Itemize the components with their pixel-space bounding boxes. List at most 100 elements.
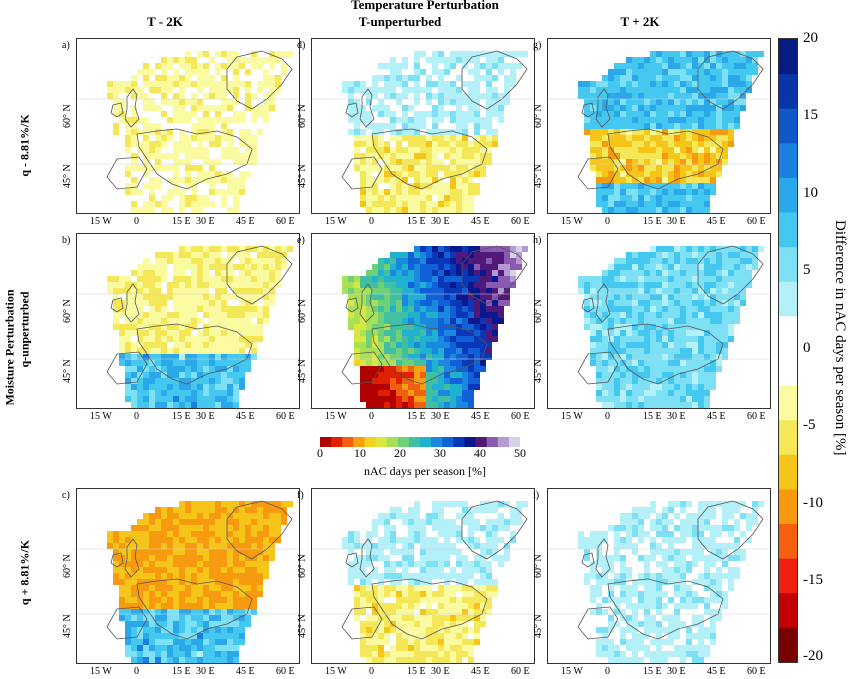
map-cell — [390, 318, 396, 324]
map-cell — [354, 117, 360, 123]
map-cell — [251, 99, 257, 105]
map-cell — [620, 408, 626, 409]
map-cell — [161, 159, 167, 165]
map-cell — [113, 555, 119, 561]
map-cell — [420, 87, 426, 93]
map-cell — [233, 159, 239, 165]
map-cell — [468, 312, 474, 318]
coastline — [110, 102, 124, 118]
map-cell — [680, 165, 686, 171]
map-cell — [390, 177, 396, 183]
map-cell — [185, 99, 191, 105]
map-cell — [131, 147, 137, 153]
map-cell — [137, 348, 143, 354]
map-cell — [644, 201, 650, 207]
map-cell — [680, 93, 686, 99]
map-cell — [227, 651, 233, 657]
map-cell — [119, 294, 125, 300]
map-cell — [498, 282, 504, 288]
map-cell — [269, 264, 275, 270]
map-cell — [161, 348, 167, 354]
map-cell — [137, 354, 143, 360]
map-cell — [474, 519, 480, 525]
map-cell — [233, 603, 239, 609]
map-cell — [698, 324, 704, 330]
map-cell — [191, 651, 197, 657]
map-cell — [390, 171, 396, 177]
map-cell — [209, 591, 215, 597]
map-cell — [468, 264, 474, 270]
map-cell — [596, 318, 602, 324]
map-cell — [143, 336, 149, 342]
map-cell — [137, 123, 143, 129]
map-cell — [444, 276, 450, 282]
map-cell — [360, 390, 366, 396]
map-cell — [167, 561, 173, 567]
map-cell — [251, 501, 257, 507]
map-cell — [185, 318, 191, 324]
map-cell — [596, 123, 602, 129]
map-cell — [378, 141, 384, 147]
map-cell — [450, 519, 456, 525]
longitude-label: 30 E — [431, 216, 450, 227]
map-cell — [131, 627, 137, 633]
map-cell — [137, 99, 143, 105]
map-cell — [408, 288, 414, 294]
map-cell — [692, 330, 698, 336]
map-cell — [462, 141, 468, 147]
map-cell — [209, 75, 215, 81]
map-cell — [221, 561, 227, 567]
map-cell — [269, 81, 275, 87]
map-cell — [722, 318, 728, 324]
map-cell — [632, 276, 638, 282]
map-cell — [420, 378, 426, 384]
map-cell — [221, 57, 227, 63]
map-cell — [590, 360, 596, 366]
map-cell — [161, 549, 167, 555]
map-cell — [650, 258, 656, 264]
map-cell — [143, 306, 149, 312]
map-cell — [125, 567, 131, 573]
map-cell — [486, 306, 492, 312]
map-cell — [179, 294, 185, 300]
map-cell — [185, 663, 191, 664]
map-cell — [474, 105, 480, 111]
map-cell — [396, 270, 402, 276]
map-cell — [614, 105, 620, 111]
map-cell — [716, 324, 722, 330]
map-cell — [197, 141, 203, 147]
map-cell — [650, 390, 656, 396]
map-cell — [456, 117, 462, 123]
map-cell — [197, 531, 203, 537]
map-cell — [215, 264, 221, 270]
map-cell — [620, 75, 626, 81]
map-cell — [438, 525, 444, 531]
map-cell — [608, 378, 614, 384]
map-cell — [275, 282, 281, 288]
map-cell — [692, 159, 698, 165]
map-cell — [185, 360, 191, 366]
map-cell — [674, 366, 680, 372]
map-cell — [209, 63, 215, 69]
map-cell — [167, 135, 173, 141]
map-cell — [137, 81, 143, 87]
map-cell — [602, 390, 608, 396]
map-cell — [167, 549, 173, 555]
map-cell — [402, 324, 408, 330]
map-cell — [590, 147, 596, 153]
map-cell — [149, 408, 155, 409]
map-cell — [161, 330, 167, 336]
map-cell — [698, 330, 704, 336]
map-cell — [710, 111, 716, 117]
map-cell — [173, 171, 179, 177]
map-cell — [384, 159, 390, 165]
map-cell — [348, 300, 354, 306]
map-cell — [638, 252, 644, 258]
map-cell — [650, 99, 656, 105]
map-cell — [131, 75, 137, 81]
map-cell — [698, 348, 704, 354]
map-cell — [420, 342, 426, 348]
map-cell — [348, 294, 354, 300]
map-cell — [209, 336, 215, 342]
map-cell — [233, 57, 239, 63]
